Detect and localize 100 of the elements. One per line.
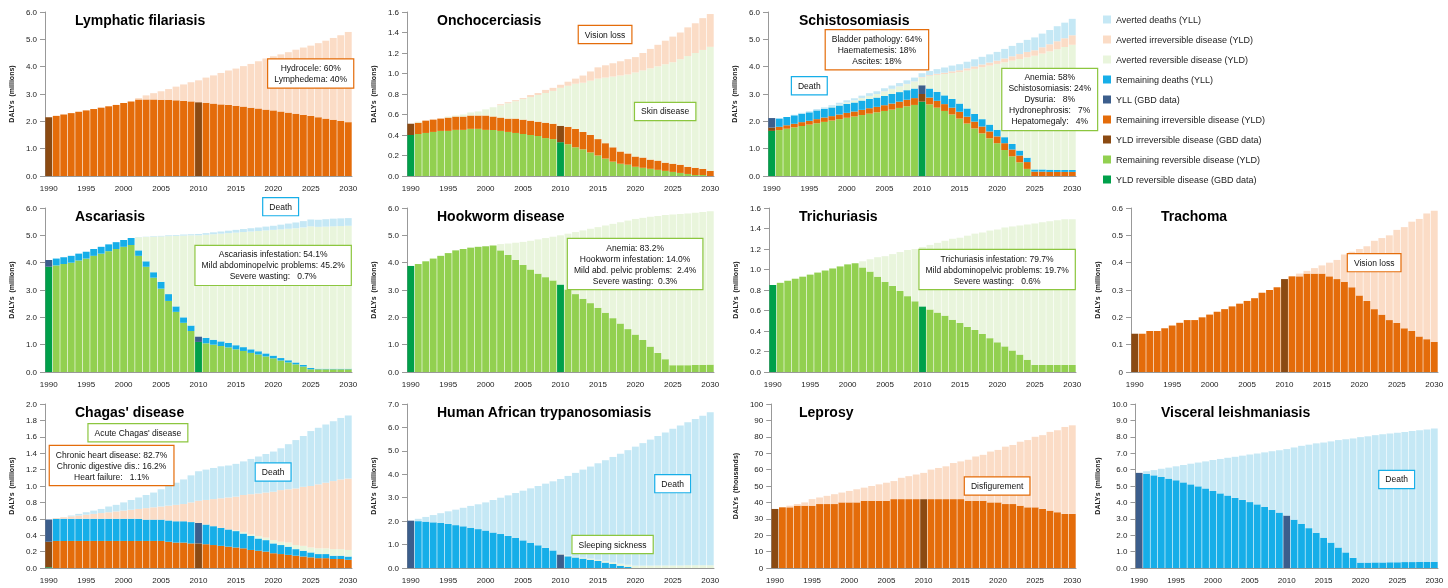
annotation: Bladder pathology: 64% Haematemesis: 18% Ascites: 18% (831, 33, 923, 66)
legend-label: Averted irreversible disease (YLD) (1116, 34, 1253, 45)
legend-label: Remaining irreversible disease (YLD) (1116, 114, 1266, 125)
annotation: Death (661, 478, 685, 489)
x-tick-label: 2010 (914, 575, 934, 585)
y-tick-label: 3.0 (748, 89, 761, 99)
y-tick-label: 4.0 (748, 62, 761, 72)
annotation: Death (1385, 474, 1409, 485)
chart-title: Human African trypanosomiasis (437, 404, 652, 420)
x-tick-label: 2010 (551, 379, 570, 389)
y-tick-label: 1.0 (387, 540, 400, 550)
y-tick-label: 0.0 (1116, 563, 1129, 573)
legend-label: YLD reversible disease (GBD data) (1116, 174, 1257, 185)
x-tick-label: 2005 (152, 575, 171, 585)
x-tick-label: 2030 (1063, 379, 1082, 389)
y-tick-label: 0.0 (25, 367, 38, 377)
y-tick-label: 90 (754, 415, 764, 425)
y-tick-label: 0.4 (749, 326, 762, 336)
y-tick-label: 1.0 (748, 144, 761, 154)
x-tick-label: 2010 (189, 379, 208, 389)
x-tick-label: 2030 (701, 183, 720, 193)
x-tick-label: 2000 (114, 183, 134, 193)
x-tick-label: 1995 (1167, 575, 1186, 585)
y-tick-label: 1.6 (749, 203, 762, 213)
x-tick-label: 2020 (626, 379, 645, 389)
y-tick-label: 5.0 (25, 34, 38, 44)
x-tick-label: 2025 (301, 575, 321, 585)
y-tick-label: 50 (754, 481, 764, 491)
x-tick-label: 2000 (840, 575, 859, 585)
annotation: Vision loss (584, 29, 626, 40)
x-tick-label: 1995 (439, 183, 458, 193)
chart-title: Schistosomiasis (799, 12, 910, 28)
x-tick-label: 2025 (1025, 183, 1045, 193)
x-tick-label: 2030 (1425, 379, 1444, 389)
x-tick-label: 2005 (1238, 379, 1257, 389)
y-tick-label: 5.0 (387, 446, 400, 456)
y-tick-label: 0.0 (748, 171, 761, 181)
x-tick-label: 2005 (514, 379, 533, 389)
y-tick-label: 5.0 (387, 230, 400, 240)
x-tick-label: 2020 (264, 379, 283, 389)
y-tick-label: 0.8 (25, 497, 38, 507)
y-tick-label: 1.8 (25, 415, 38, 425)
chart-title: Trachoma (1161, 208, 1228, 224)
y-tick-label: 60 (754, 465, 764, 475)
y-tick-label: 5.0 (25, 230, 38, 240)
x-tick-label: 2015 (950, 183, 970, 193)
x-tick-label: 2025 (1026, 575, 1045, 585)
x-tick-label: 2020 (988, 183, 1007, 193)
x-tick-label: 2025 (1387, 379, 1407, 389)
annotation: Death (797, 80, 821, 91)
y-tick-label: 1.0 (749, 265, 762, 274)
y-tick-label: 3.0 (25, 89, 38, 99)
x-tick-label: 1995 (801, 379, 820, 389)
x-tick-label: 2020 (1350, 379, 1369, 389)
chart-title: Visceral leishmaniasis (1161, 404, 1311, 420)
x-tick-label: 2025 (1025, 379, 1045, 389)
y-tick-label: 0.4 (25, 530, 38, 540)
y-tick-label: 1.6 (25, 432, 38, 442)
y-tick-label: 7.0 (1116, 448, 1129, 458)
y-tick-label: 10.0 (1111, 399, 1129, 409)
chart-title: Hookworm disease (437, 208, 565, 224)
x-tick-label: 2000 (114, 379, 134, 389)
x-tick-label: 2030 (1063, 575, 1082, 585)
y-tick-label: 1.0 (387, 340, 400, 350)
y-tick-label: 0.8 (749, 285, 762, 295)
x-tick-label: 2020 (1351, 575, 1370, 585)
y-tick-label: 2.0 (387, 516, 400, 526)
x-tick-label: 2015 (1314, 575, 1334, 585)
x-tick-label: 2000 (1204, 575, 1223, 585)
y-tick-label: 6.0 (25, 203, 38, 213)
x-tick-label: 1990 (762, 183, 782, 193)
y-tick-label: 4.0 (25, 258, 38, 268)
chart-title: Lymphatic filariasis (75, 12, 206, 28)
y-tick-label: 5.0 (1116, 481, 1129, 491)
annotation: Acute Chagas' disease (94, 427, 182, 438)
x-tick-label: 2000 (114, 575, 134, 585)
x-tick-label: 1990 (1130, 575, 1149, 585)
x-tick-label: 2005 (152, 183, 171, 193)
y-tick-label: 7.0 (387, 399, 400, 409)
y-tick-label: 2.0 (25, 399, 38, 409)
x-tick-label: 2020 (626, 183, 645, 193)
x-tick-label: 2025 (1388, 575, 1407, 585)
x-tick-label: 2005 (877, 575, 896, 585)
legend-label: Remaining deaths (YLL) (1116, 74, 1214, 85)
y-tick-label: 0 (1118, 367, 1124, 377)
x-tick-label: 2030 (701, 575, 720, 585)
x-tick-label: 2015 (589, 379, 608, 389)
x-tick-label: 2005 (876, 379, 895, 389)
y-tick-label: 40 (754, 497, 764, 507)
x-tick-label: 2030 (1063, 183, 1082, 193)
y-tick-label: 0.4 (387, 130, 400, 140)
x-tick-label: 2025 (663, 575, 683, 585)
y-tick-label: 0.2 (387, 151, 400, 160)
y-tick-label: 1.6 (387, 7, 400, 17)
y-tick-label: 8.0 (1116, 432, 1129, 442)
x-tick-label: 2015 (951, 575, 971, 585)
chart-title: Chagas' disease (75, 404, 185, 420)
y-tick-label: 1.2 (25, 465, 38, 475)
x-tick-label: 2015 (1313, 379, 1332, 389)
y-tick-label: 0.2 (25, 547, 38, 557)
